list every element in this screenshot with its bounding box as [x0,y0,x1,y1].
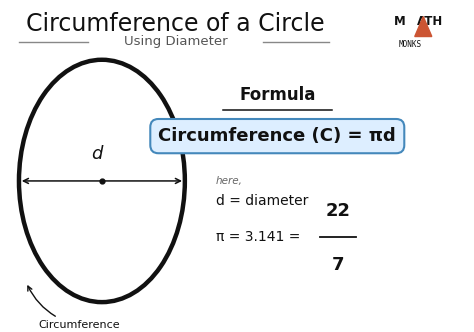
Text: d: d [91,145,103,163]
Text: here,: here, [216,176,243,186]
Text: π = 3.141 =: π = 3.141 = [216,230,304,244]
Text: MONKS: MONKS [399,40,421,49]
Text: d = diameter: d = diameter [216,194,308,208]
Text: Circumference (C) = πd: Circumference (C) = πd [158,127,396,145]
Text: Using Diameter: Using Diameter [124,35,227,48]
Text: 7: 7 [332,256,344,274]
Polygon shape [415,17,432,37]
Text: Circumference of a Circle: Circumference of a Circle [26,12,325,36]
Text: ATH: ATH [417,15,443,28]
Text: Circumference: Circumference [28,286,119,330]
Text: M: M [393,15,405,28]
Text: 22: 22 [326,202,350,220]
Text: Formula: Formula [239,86,316,104]
